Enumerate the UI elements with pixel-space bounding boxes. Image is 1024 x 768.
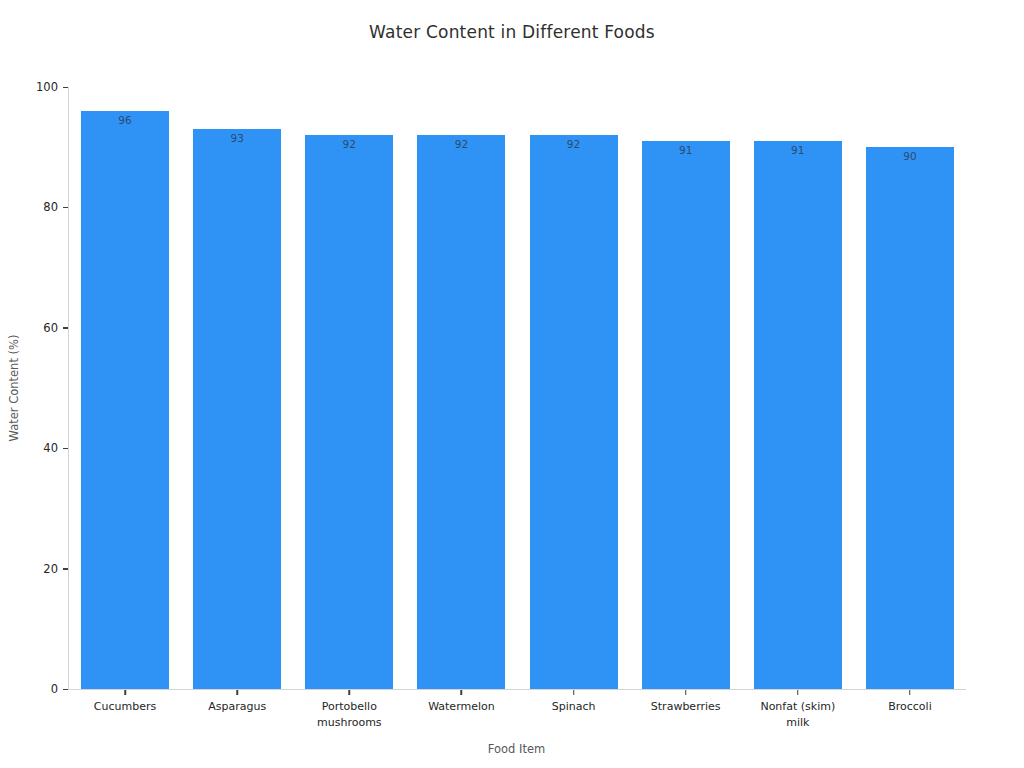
bar: 96 (81, 111, 169, 689)
bar: 91 (754, 141, 842, 689)
bar-value-label: 96 (81, 114, 169, 126)
bar: 92 (305, 135, 393, 689)
y-tick-label: 40 (43, 441, 58, 455)
y-tick-label: 60 (43, 321, 58, 335)
x-tick-mark (124, 690, 126, 695)
bar-series: 96Cucumbers93Asparagus92Portobello mushr… (69, 87, 966, 689)
bar-chart-figure: Water Content in Different Foods Water C… (0, 0, 1024, 768)
x-tick-mark (461, 690, 463, 695)
y-tick-mark (63, 689, 68, 691)
bar-group: 90Broccoli (854, 87, 966, 689)
y-tick-label: 80 (43, 200, 58, 214)
y-tick-mark (63, 87, 68, 89)
bar-group: 92Spinach (518, 87, 630, 689)
bar-group: 92Watermelon (405, 87, 517, 689)
bar: 90 (866, 147, 954, 689)
x-tick-label: Broccoli (842, 699, 978, 715)
x-tick-mark (349, 690, 351, 695)
y-tick-label: 100 (36, 80, 58, 94)
y-tick-mark (63, 568, 68, 570)
bar-value-label: 91 (642, 144, 730, 156)
chart-title: Water Content in Different Foods (0, 22, 1024, 42)
y-axis-title: Water Content (%) (7, 335, 21, 442)
bar: 92 (530, 135, 618, 689)
bar-group: 91Nonfat (skim) milk (742, 87, 854, 689)
bar-value-label: 91 (754, 144, 842, 156)
bar-value-label: 90 (866, 150, 954, 162)
x-tick-mark (236, 690, 238, 695)
bar-group: 91Strawberries (630, 87, 742, 689)
bar-value-label: 92 (417, 138, 505, 150)
x-tick-mark (685, 690, 687, 695)
x-axis-title: Food Item (68, 742, 965, 756)
bar: 91 (642, 141, 730, 689)
y-tick-label: 20 (43, 562, 58, 576)
bar-group: 92Portobello mushrooms (293, 87, 405, 689)
x-tick-mark (573, 690, 575, 695)
y-tick-label: 0 (51, 682, 58, 696)
y-tick-mark (63, 207, 68, 209)
y-tick-mark (63, 327, 68, 329)
bar-group: 93Asparagus (181, 87, 293, 689)
bar-value-label: 93 (193, 132, 281, 144)
bar-value-label: 92 (530, 138, 618, 150)
x-tick-mark (797, 690, 799, 695)
y-tick-mark (63, 448, 68, 450)
bar-value-label: 92 (305, 138, 393, 150)
x-tick-mark (909, 690, 911, 695)
bar: 92 (417, 135, 505, 689)
bar: 93 (193, 129, 281, 689)
bar-group: 96Cucumbers (69, 87, 181, 689)
plot-area: 020406080100 96Cucumbers93Asparagus92Por… (68, 87, 966, 690)
